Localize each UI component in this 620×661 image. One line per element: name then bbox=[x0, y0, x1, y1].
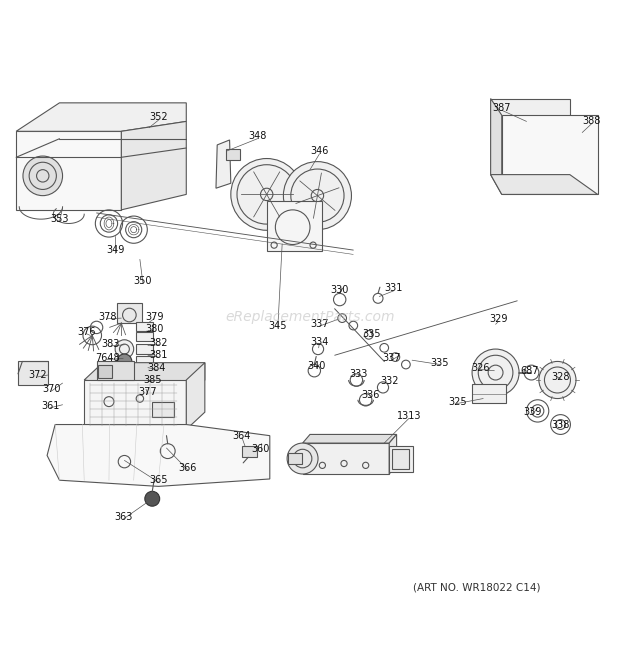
Polygon shape bbox=[490, 175, 598, 194]
Polygon shape bbox=[122, 122, 186, 210]
Text: 336: 336 bbox=[361, 391, 380, 401]
Bar bbox=[392, 449, 409, 469]
Text: 7648: 7648 bbox=[95, 353, 120, 363]
Text: 380: 380 bbox=[145, 325, 163, 334]
Text: 376: 376 bbox=[77, 327, 95, 336]
Text: 345: 345 bbox=[268, 321, 287, 330]
Bar bbox=[288, 453, 302, 464]
Text: 331: 331 bbox=[384, 284, 403, 293]
Circle shape bbox=[472, 349, 519, 396]
Text: 366: 366 bbox=[179, 463, 197, 473]
Text: 332: 332 bbox=[381, 376, 399, 386]
Bar bbox=[226, 149, 240, 161]
Text: 350: 350 bbox=[134, 276, 153, 286]
Polygon shape bbox=[16, 132, 122, 210]
Text: 346: 346 bbox=[310, 146, 329, 156]
Circle shape bbox=[117, 354, 132, 369]
Text: 330: 330 bbox=[330, 286, 349, 295]
Text: 383: 383 bbox=[102, 339, 120, 349]
Bar bbox=[136, 379, 153, 385]
Text: 372: 372 bbox=[29, 370, 47, 380]
Text: 339: 339 bbox=[523, 407, 542, 417]
Bar bbox=[136, 368, 153, 375]
Polygon shape bbox=[84, 363, 205, 395]
Circle shape bbox=[287, 443, 318, 474]
Circle shape bbox=[283, 162, 352, 229]
Bar bbox=[153, 402, 174, 417]
Circle shape bbox=[231, 159, 303, 230]
Polygon shape bbox=[84, 380, 186, 430]
Polygon shape bbox=[389, 434, 397, 474]
Text: 353: 353 bbox=[50, 214, 69, 224]
Text: 329: 329 bbox=[489, 315, 508, 325]
Bar bbox=[136, 322, 153, 330]
Polygon shape bbox=[502, 115, 598, 194]
Text: 379: 379 bbox=[145, 312, 163, 322]
Polygon shape bbox=[490, 98, 570, 175]
Bar bbox=[99, 364, 112, 378]
Text: 340: 340 bbox=[307, 362, 326, 371]
Text: 337: 337 bbox=[310, 319, 329, 329]
Polygon shape bbox=[303, 443, 389, 474]
Text: 333: 333 bbox=[349, 369, 368, 379]
Text: 349: 349 bbox=[106, 245, 125, 255]
Text: 378: 378 bbox=[98, 312, 117, 322]
Bar bbox=[136, 332, 153, 341]
Bar bbox=[136, 344, 153, 354]
Bar bbox=[136, 356, 153, 365]
Text: 338: 338 bbox=[551, 420, 570, 430]
Circle shape bbox=[115, 340, 134, 358]
Text: 385: 385 bbox=[143, 375, 161, 385]
Text: 365: 365 bbox=[149, 475, 167, 485]
Text: 382: 382 bbox=[150, 338, 168, 348]
Text: 335: 335 bbox=[431, 358, 449, 368]
Text: 326: 326 bbox=[471, 363, 489, 373]
Circle shape bbox=[23, 156, 63, 196]
Bar bbox=[242, 446, 257, 457]
Bar bbox=[117, 303, 142, 323]
Bar bbox=[18, 362, 48, 385]
Text: 325: 325 bbox=[448, 397, 466, 407]
Text: 384: 384 bbox=[148, 363, 166, 373]
Polygon shape bbox=[47, 424, 270, 486]
Text: 361: 361 bbox=[41, 401, 60, 411]
Text: 1313: 1313 bbox=[397, 411, 421, 421]
Text: 388: 388 bbox=[582, 116, 601, 126]
Text: 328: 328 bbox=[551, 372, 570, 382]
Text: 348: 348 bbox=[248, 131, 267, 141]
Polygon shape bbox=[186, 363, 205, 430]
Bar bbox=[136, 387, 153, 395]
Text: 334: 334 bbox=[310, 336, 329, 346]
Text: 687: 687 bbox=[520, 366, 539, 375]
Bar bbox=[389, 446, 413, 471]
Polygon shape bbox=[16, 103, 186, 132]
Text: 381: 381 bbox=[149, 350, 167, 360]
Polygon shape bbox=[216, 140, 231, 188]
Circle shape bbox=[539, 362, 576, 399]
Circle shape bbox=[145, 491, 160, 506]
Bar bbox=[97, 362, 134, 380]
Polygon shape bbox=[303, 434, 397, 443]
Polygon shape bbox=[490, 98, 502, 194]
Text: 363: 363 bbox=[114, 512, 132, 522]
Bar bbox=[472, 383, 506, 403]
Text: 360: 360 bbox=[251, 444, 270, 454]
Text: 370: 370 bbox=[42, 384, 61, 394]
Text: 364: 364 bbox=[232, 431, 251, 441]
Text: 377: 377 bbox=[139, 387, 157, 397]
Bar bbox=[267, 200, 322, 251]
Text: (ART NO. WR18022 C14): (ART NO. WR18022 C14) bbox=[414, 582, 541, 592]
Text: eReplacementParts.com: eReplacementParts.com bbox=[225, 310, 395, 324]
Text: 352: 352 bbox=[149, 112, 168, 122]
Text: 335: 335 bbox=[363, 329, 381, 338]
Text: 387: 387 bbox=[492, 103, 511, 113]
Text: 337: 337 bbox=[383, 354, 401, 364]
